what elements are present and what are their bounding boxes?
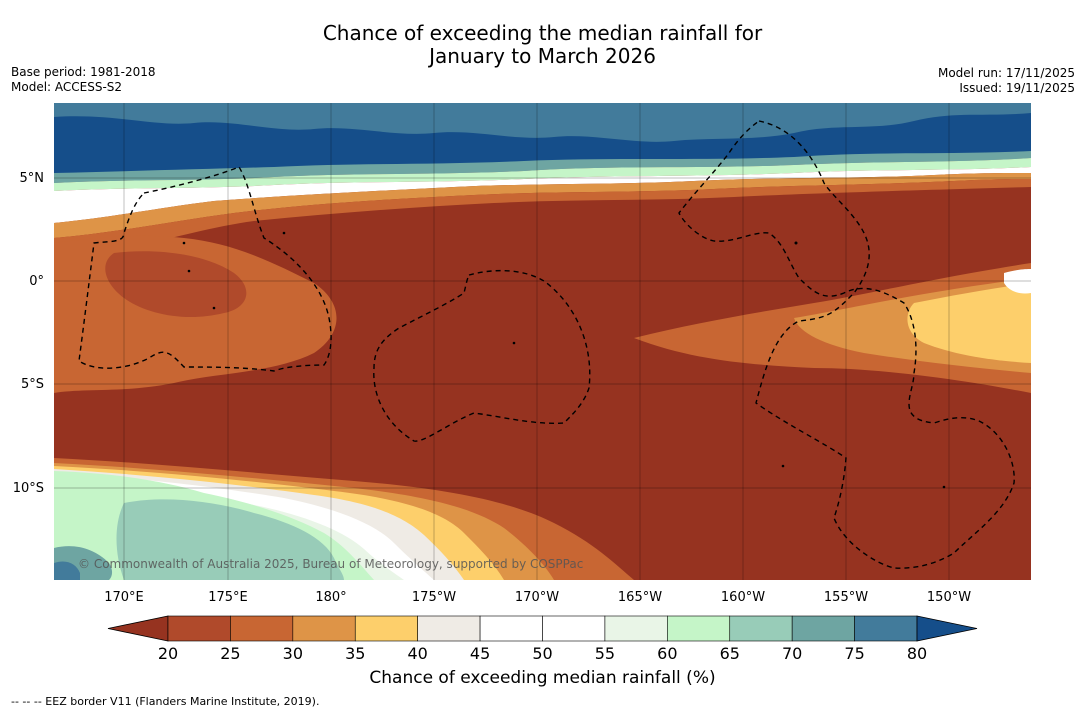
north-green-zone [54, 158, 1031, 191]
model-run: Model run: 17/11/2025 [937, 66, 1075, 80]
rainfall-map: © Commonwealth of Australia 2025, Bureau… [54, 103, 1031, 580]
lon-label-175w: 175°W [411, 590, 457, 605]
lat-label-5s: 5°S [20, 377, 44, 392]
island [282, 231, 286, 235]
colorbar-bin [729, 615, 793, 642]
colorbar-tick-label: 45 [469, 644, 491, 663]
eez-borders [78, 120, 1015, 569]
colorbar-bin [230, 615, 294, 642]
island [781, 464, 785, 468]
colorbar-tick-label: 75 [844, 644, 865, 663]
base-period: Base period: 1981-2018 [11, 65, 156, 79]
map-canvas [54, 103, 1031, 580]
colorbar-bin [417, 615, 481, 642]
colorbar-bin [854, 615, 918, 642]
eez-legend-note: -- -- -- EEZ border V11 (Flanders Marine… [11, 695, 320, 708]
colorbar-extend-low [107, 615, 169, 642]
eez-line-islands [678, 120, 1015, 569]
colorbar-bin [791, 615, 855, 642]
islands [182, 231, 946, 489]
lon-label-180: 180° [315, 590, 347, 605]
lon-label-155w: 155°W [823, 590, 869, 605]
eez-phoenix [373, 269, 591, 442]
meta-right: Model run: 17/11/2025 Issued: 19/11/2025 [938, 66, 1075, 96]
colorbar-tick-label: 50 [532, 644, 553, 663]
lon-label-170e: 170°E [104, 590, 144, 605]
north-orange-zone [54, 173, 1031, 238]
east-yellow-patch [907, 283, 1031, 363]
north-white-zone [54, 167, 1031, 223]
map-credit: © Commonwealth of Australia 2025, Bureau… [78, 557, 584, 571]
colorbar-tick-label: 65 [719, 644, 740, 663]
colorbar-title: Chance of exceeding median rainfall (%) [369, 668, 716, 688]
island [512, 341, 516, 345]
island [187, 269, 191, 273]
colorbar-tick-label: 20 [157, 644, 179, 663]
colorbar-bin [604, 615, 668, 642]
graticule [54, 103, 1031, 580]
east-white-patch [1004, 269, 1031, 294]
colorbar-tick-label: 55 [594, 644, 616, 663]
colorbar-tick-label: 80 [906, 644, 928, 663]
north-teal-zone [54, 151, 1031, 183]
island [212, 306, 216, 310]
eez-kiribati-gilberts [78, 166, 332, 372]
colorbar-bin [667, 615, 731, 642]
island [182, 241, 186, 245]
lon-label-170w: 170°W [514, 590, 560, 605]
lon-label-160w: 160°W [720, 590, 766, 605]
colorbar-bin [167, 615, 231, 642]
colorbar-tick-label: 30 [282, 644, 303, 663]
south-teal-band [116, 499, 344, 580]
colorbar-bin [542, 615, 606, 642]
map-title-line2: January to March 2026 [429, 44, 656, 68]
island [942, 485, 946, 489]
west-orange-blob-inner [105, 251, 247, 318]
colorbar [107, 615, 978, 642]
colorbar-tick-label: 70 [781, 644, 803, 663]
lon-label-150w: 150°W [926, 590, 972, 605]
south-blue-patch [54, 561, 80, 580]
model-name: Model: ACCESS-S2 [11, 80, 123, 94]
map-title-line1: Chance of exceeding the median rainfall … [322, 21, 763, 45]
meta-left: Base period: 1981-2018 Model: ACCESS-S2 [11, 65, 156, 95]
colorbar-bin [354, 615, 418, 642]
island [794, 241, 798, 245]
north-orange2-zone [54, 179, 1031, 263]
issued-date: Issued: 19/11/2025 [959, 81, 1075, 95]
lat-label-5n: 5°N [19, 171, 45, 186]
colorbar-tick-label: 40 [407, 644, 428, 663]
colorbar-tick-label: 25 [220, 644, 241, 663]
lon-label-175e: 175°E [208, 590, 248, 605]
lon-label-165w: 165°W [617, 590, 663, 605]
colorbar-bin [479, 615, 543, 642]
lat-label-10s: 10°S [12, 481, 44, 496]
colorbar-tick-label: 35 [345, 644, 366, 663]
colorbar-extend-high [916, 615, 978, 642]
colorbar-tick-label: 60 [657, 644, 678, 663]
lat-label-0: 0° [29, 274, 44, 289]
colorbar-bin [292, 615, 356, 642]
